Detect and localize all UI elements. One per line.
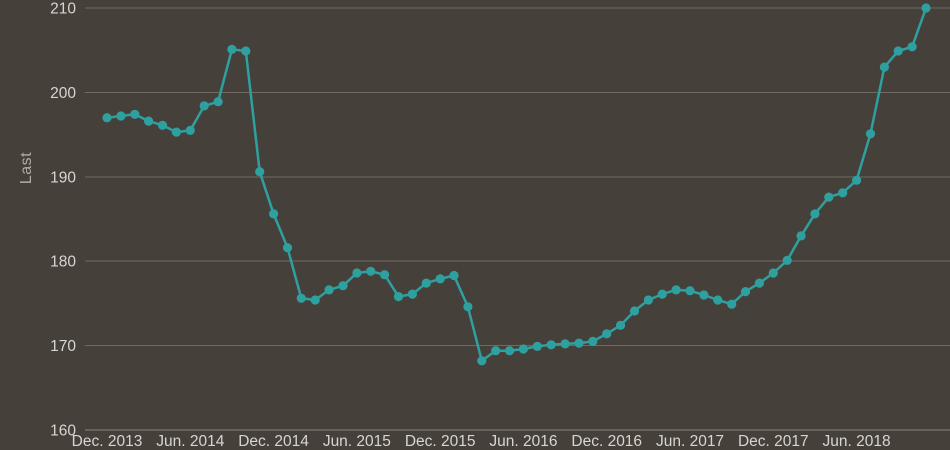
data-point-marker [574,338,584,348]
data-point-marker [505,346,515,356]
data-point-marker [629,306,640,316]
x-axis-tick-label: Jun. 2017 [656,433,724,450]
x-axis-tick-label: Dec. 2015 [405,433,476,450]
data-point-marker [338,281,348,291]
data-point-marker [865,129,876,139]
data-point-marker [657,289,667,299]
data-point-marker [255,167,265,177]
x-axis-tick-label: Jun. 2018 [823,433,891,450]
data-point-marker [352,268,362,278]
data-point-marker [518,344,529,354]
data-point-marker [852,175,862,185]
data-point-marker [241,46,251,56]
y-axis-tick-label: 180 [50,254,76,271]
data-point-marker [296,293,306,303]
data-point-marker [727,299,737,309]
data-point-marker [421,278,431,288]
data-point-marker [671,285,681,295]
data-point-marker [144,116,154,126]
series-line [105,6,928,363]
data-point-marker [199,101,209,111]
data-point-marker [102,113,112,123]
data-point-marker [435,274,445,284]
data-point-marker [560,339,570,349]
x-axis-tick-label: Dec. 2017 [738,433,809,450]
data-point-marker [643,295,654,305]
data-point-marker [171,127,181,137]
data-point-marker [921,3,931,13]
y-axis-tick-label: 170 [50,338,76,355]
data-point-marker [810,209,820,219]
data-point-marker [269,209,279,219]
x-axis-tick-label: Jun. 2015 [323,433,391,450]
data-point-marker [130,109,140,119]
data-point-marker [157,120,168,130]
data-point-marker [740,287,751,297]
data-point-marker [282,243,293,253]
data-point-marker [879,62,890,72]
data-point-marker [532,341,542,351]
y-axis-tick-label: 160 [50,423,76,440]
data-point-marker [893,46,903,56]
data-point-marker [380,270,390,280]
data-point-marker [602,329,612,339]
data-point-marker [449,270,459,281]
data-point-marker [463,302,473,312]
data-point-marker [491,346,501,356]
data-point-marker [838,188,848,198]
data-point-marker [393,292,404,302]
y-axis-tick-label: 210 [50,1,76,18]
data-point-marker [477,356,487,366]
data-point-marker [713,295,723,305]
data-point-marker [213,97,223,107]
x-axis-tick-label: Dec. 2013 [72,433,143,450]
data-point-marker [796,231,806,241]
x-axis-tick-label: Jun. 2014 [156,433,224,450]
data-point-marker [116,111,126,121]
data-point-marker [588,336,598,346]
data-point-marker [185,125,195,135]
data-point-marker [907,42,917,52]
y-axis-tick-label: 190 [50,169,76,186]
x-axis-tick-label: Jun. 2016 [489,433,557,450]
data-point-marker [768,268,778,278]
y-axis-tick-label: 200 [50,85,76,102]
data-point-marker [699,290,709,300]
data-point-marker [310,295,320,305]
data-point-marker [824,192,834,202]
data-point-marker [324,285,334,295]
data-point-marker [616,320,626,330]
data-point-marker [782,255,792,265]
x-axis-tick-label: Dec. 2016 [571,433,642,450]
data-point-marker [546,340,556,350]
data-point-marker [227,44,237,55]
x-axis-tick-label: Dec. 2014 [238,433,309,450]
data-point-marker [366,266,376,276]
data-point-marker [685,286,695,296]
y-axis-title: Last [18,151,35,185]
data-point-marker [407,289,417,299]
data-point-marker [754,278,765,288]
